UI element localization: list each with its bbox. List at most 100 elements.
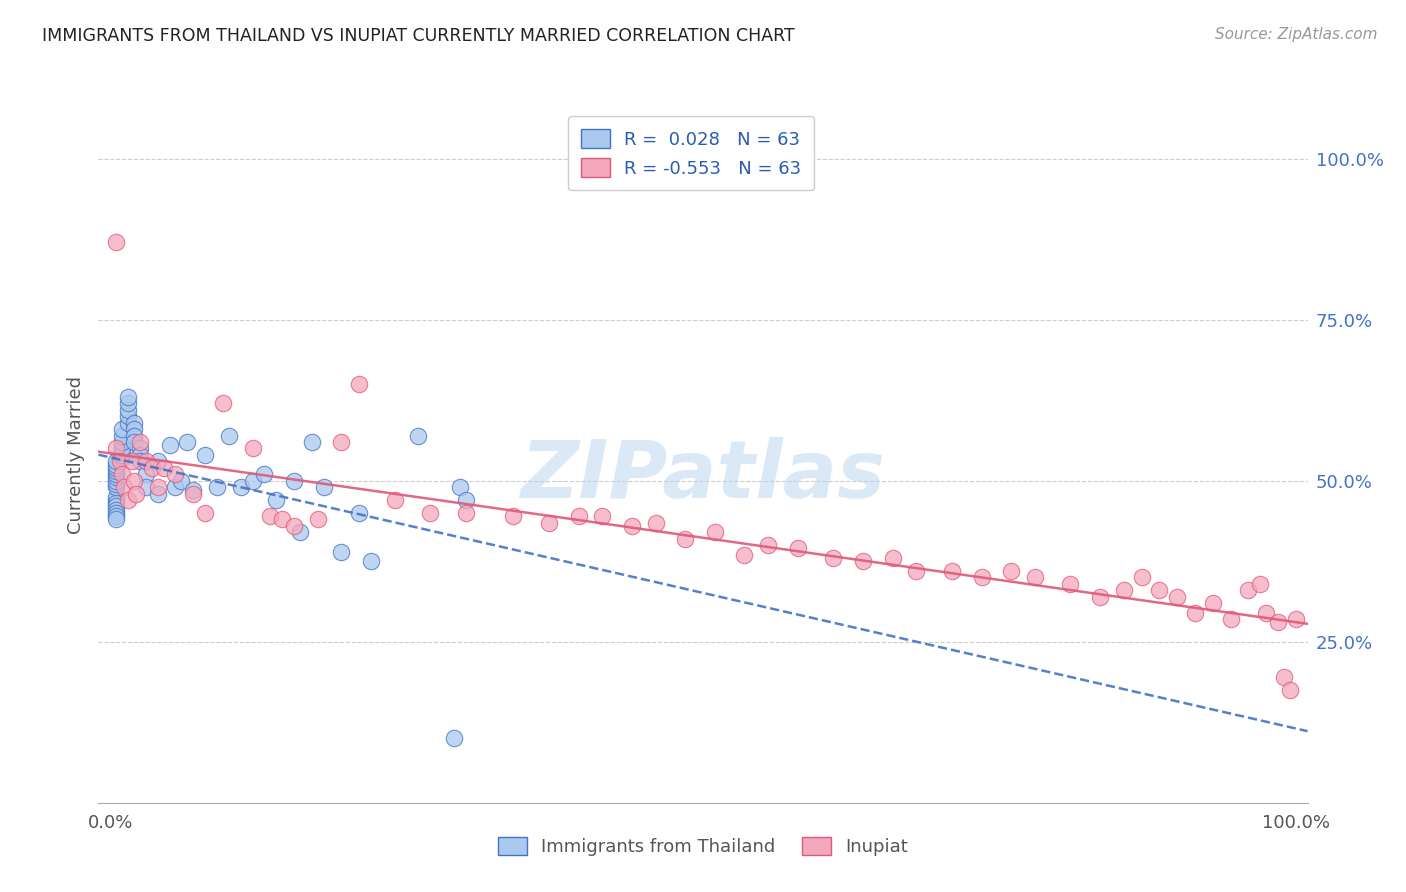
Point: [105, 470, 128, 484]
Point: [288, 525, 311, 540]
Point: [111, 448, 134, 462]
Point: [259, 509, 281, 524]
Point: [105, 500, 128, 514]
Point: [105, 490, 128, 504]
Point: [122, 416, 145, 430]
Point: [212, 396, 235, 410]
Point: [454, 493, 477, 508]
Point: [1088, 590, 1111, 604]
Point: [1059, 576, 1081, 591]
Point: [117, 396, 139, 410]
Point: [194, 448, 217, 462]
Point: [229, 480, 252, 494]
Point: [242, 474, 264, 488]
Point: [117, 493, 139, 508]
Point: [122, 474, 145, 488]
Point: [1272, 670, 1295, 684]
Point: [181, 486, 204, 500]
Point: [105, 496, 128, 510]
Point: [105, 506, 128, 520]
Point: [105, 458, 128, 472]
Point: [253, 467, 276, 482]
Point: [117, 390, 139, 404]
Point: [591, 509, 613, 524]
Point: [1219, 612, 1241, 626]
Y-axis label: Currently Married: Currently Married: [66, 376, 84, 534]
Point: [1000, 564, 1022, 578]
Point: [644, 516, 666, 530]
Point: [146, 480, 169, 494]
Point: [312, 480, 335, 494]
Point: [165, 480, 187, 494]
Point: [537, 516, 560, 530]
Legend: Immigrants from Thailand, Inupiat: Immigrants from Thailand, Inupiat: [491, 830, 915, 863]
Point: [1024, 570, 1046, 584]
Point: [105, 467, 128, 482]
Text: IMMIGRANTS FROM THAILAND VS INUPIAT CURRENTLY MARRIED CORRELATION CHART: IMMIGRANTS FROM THAILAND VS INUPIAT CURR…: [42, 27, 794, 45]
Point: [129, 454, 152, 468]
Point: [264, 493, 287, 508]
Point: [1254, 606, 1277, 620]
Point: [135, 467, 157, 482]
Point: [283, 518, 305, 533]
Point: [1267, 615, 1289, 630]
Point: [620, 518, 643, 533]
Point: [170, 474, 193, 488]
Point: [454, 506, 477, 520]
Point: [105, 480, 128, 494]
Point: [218, 428, 240, 442]
Point: [122, 422, 145, 436]
Point: [941, 564, 963, 578]
Point: [1202, 596, 1225, 610]
Point: [159, 438, 181, 452]
Point: [146, 486, 169, 500]
Point: [1184, 606, 1206, 620]
Point: [1130, 570, 1153, 584]
Point: [970, 570, 993, 584]
Point: [1237, 583, 1260, 598]
Text: Source: ZipAtlas.com: Source: ZipAtlas.com: [1215, 27, 1378, 42]
Point: [786, 541, 808, 556]
Point: [165, 467, 187, 482]
Point: [141, 460, 163, 475]
Point: [823, 551, 845, 566]
Point: [181, 483, 204, 498]
Point: [117, 409, 139, 424]
Point: [882, 551, 904, 566]
Point: [152, 460, 174, 475]
Point: [852, 554, 875, 568]
Point: [129, 442, 152, 456]
Point: [146, 454, 169, 468]
Point: [330, 544, 353, 558]
Point: [125, 486, 148, 500]
Point: [384, 493, 406, 508]
Point: [105, 474, 128, 488]
Point: [121, 454, 143, 468]
Point: [242, 442, 264, 456]
Point: [205, 480, 228, 494]
Point: [703, 525, 725, 540]
Point: [105, 454, 128, 468]
Point: [105, 509, 128, 524]
Point: [135, 454, 157, 468]
Point: [105, 502, 128, 516]
Point: [271, 512, 294, 526]
Point: [307, 512, 329, 526]
Point: [330, 435, 353, 450]
Point: [502, 509, 524, 524]
Point: [1166, 590, 1188, 604]
Point: [1249, 576, 1271, 591]
Point: [194, 506, 217, 520]
Point: [111, 467, 134, 482]
Point: [111, 435, 134, 450]
Point: [105, 460, 128, 475]
Point: [905, 564, 928, 578]
Point: [129, 435, 152, 450]
Point: [114, 480, 136, 494]
Point: [347, 377, 370, 392]
Point: [111, 442, 134, 456]
Point: [567, 509, 589, 524]
Point: [301, 435, 323, 450]
Point: [449, 480, 471, 494]
Point: [105, 512, 128, 526]
